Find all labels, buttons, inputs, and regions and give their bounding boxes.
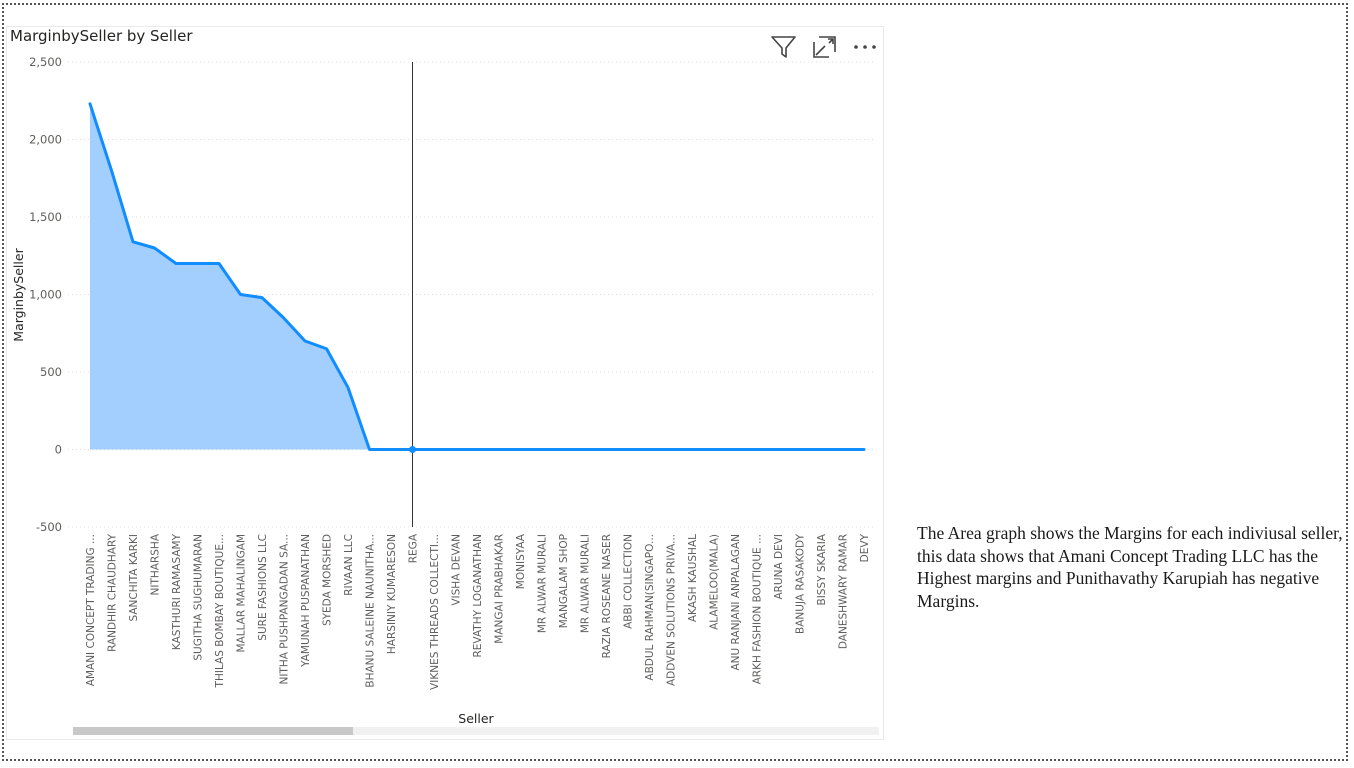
x-tick-label: RAZIA ROSEANE NASER — [601, 534, 613, 658]
data-point — [389, 448, 393, 452]
y-tick-label: 500 — [40, 365, 62, 379]
data-point — [88, 102, 92, 106]
x-tick-label: ANU RANJANI ANPALAGAN — [730, 534, 742, 671]
x-tick-label: DANESHWARY RAMAR — [838, 534, 850, 649]
x-tick-label: ADDVEN SOLUTIONS PRIVA... — [666, 534, 678, 686]
data-point — [454, 448, 458, 452]
x-tick-label: RANDHIR CHAUDHARY — [107, 533, 119, 652]
x-tick-label: RIVAAN LLC — [343, 534, 355, 596]
x-tick-label: NITHARSHA — [150, 533, 162, 595]
x-tick-label: VIKNES THREADS COLLECTI... — [429, 534, 441, 690]
x-tick-label: BHANU SALEINE NAUNITHA... — [365, 534, 377, 688]
data-point — [755, 448, 759, 452]
data-point — [475, 448, 479, 452]
data-point — [174, 262, 178, 266]
hover-data-point — [409, 446, 416, 453]
x-tick-label: NITHA PUSHPANGADAN SA... — [279, 534, 291, 685]
x-tick-label: MALLAR MAHALINGAM — [236, 534, 248, 653]
area-chart: 2,500 2,000 1,500 1,000 500 0 -500 MarginbySell… — [11, 55, 876, 726]
data-point — [153, 246, 157, 250]
series-area — [90, 103, 864, 450]
visual-title: MarginbySeller by Seller — [10, 27, 193, 45]
y-tick-label: 2,000 — [29, 133, 62, 147]
data-point — [841, 448, 845, 452]
page-border — [2, 3, 1348, 761]
data-point — [346, 386, 350, 390]
x-tick-label: ABDUL RAHMAN(SINGAPO... — [644, 534, 656, 681]
x-tick-label: BANUJA RASAKODY — [795, 533, 807, 634]
data-point — [368, 448, 372, 452]
data-point — [626, 448, 630, 452]
x-tick-label: SUGITHA SUGHUMARAN — [193, 534, 205, 661]
x-tick-label: SYEDA MORSHED — [322, 534, 334, 626]
y-tick-label: 1,000 — [29, 288, 62, 302]
x-tick-label: THILAS BOMBAY BOUTIQUE... — [214, 534, 226, 688]
x-tick-label: SANCHITA KARKI — [128, 534, 140, 622]
data-point — [690, 448, 694, 452]
data-point — [260, 296, 264, 300]
data-point — [217, 262, 221, 266]
focus-mode-icon[interactable] — [811, 34, 839, 60]
x-tick-label: YAMUNAH PUSPANATHAN — [300, 534, 312, 668]
data-point — [325, 347, 329, 351]
x-tick-label: AKASH KAUSHAL — [687, 534, 699, 622]
data-point — [540, 448, 544, 452]
x-tick-label: MR ALWAR MURALI — [580, 534, 592, 633]
data-point — [131, 240, 135, 244]
x-tick-label: BISSY SKARIA — [816, 533, 828, 605]
x-tick-label: MONISYAA — [515, 533, 527, 589]
x-tick-label: ABBI COLLECTION — [623, 534, 635, 629]
y-tick-label: 2,500 — [29, 55, 62, 69]
data-point — [798, 448, 802, 452]
x-tick-label: ARUNA DEVI — [773, 534, 785, 600]
data-point — [604, 448, 608, 452]
insight-note: The Area graph shows the Margins for eac… — [917, 523, 1343, 611]
y-tick-label: -500 — [36, 520, 62, 534]
data-point — [583, 448, 587, 452]
data-point — [819, 448, 823, 452]
y-tick-label: 1,500 — [29, 210, 62, 224]
data-point — [239, 293, 243, 297]
more-options-icon[interactable] — [852, 34, 880, 60]
x-tick-label: REGA — [408, 533, 420, 563]
y-tick-label: 0 — [55, 443, 62, 457]
x-axis-label: Seller — [458, 711, 494, 726]
scrollbar-thumb[interactable] — [73, 727, 353, 735]
scrollbar-track[interactable] — [73, 727, 879, 735]
x-tick-label: MANGAI PRABHAKAR — [494, 534, 506, 644]
data-point — [561, 448, 565, 452]
series-line — [88, 102, 866, 451]
filter-icon[interactable] — [770, 34, 798, 60]
data-point — [647, 448, 651, 452]
y-axis-label: MarginbySeller — [11, 247, 26, 341]
x-tick-label: REVATHY LOGANATHAN — [472, 534, 484, 658]
data-point — [110, 169, 114, 173]
data-point — [733, 448, 737, 452]
data-point — [432, 448, 436, 452]
data-point — [712, 448, 716, 452]
x-tick-label: VISHA DEVAN — [451, 534, 463, 606]
x-tick-label: MR ALWAR MURALI — [537, 534, 549, 633]
x-tick-label: ARKH FASHION BOUTIQUE ... — [752, 534, 764, 684]
data-point — [282, 316, 286, 320]
data-point — [862, 448, 866, 452]
data-point — [518, 448, 522, 452]
x-tick-label: MANGALAM SHOP — [558, 534, 570, 628]
x-tick-label: HARSINIY KUMARESON — [386, 534, 398, 654]
data-point — [196, 262, 200, 266]
data-point — [497, 448, 501, 452]
data-point — [303, 339, 307, 343]
data-point — [669, 448, 673, 452]
x-tick-label: AMANI CONCEPT TRADING ... — [85, 534, 97, 686]
data-point — [776, 448, 780, 452]
x-tick-label: KASTHURI RAMASAMY — [171, 533, 183, 650]
x-tick-label: SURE FASHIONS LLC — [257, 534, 269, 641]
x-tick-label: DEVY — [859, 533, 871, 562]
x-tick-label: ALAMELOO(MALA) — [709, 534, 721, 630]
